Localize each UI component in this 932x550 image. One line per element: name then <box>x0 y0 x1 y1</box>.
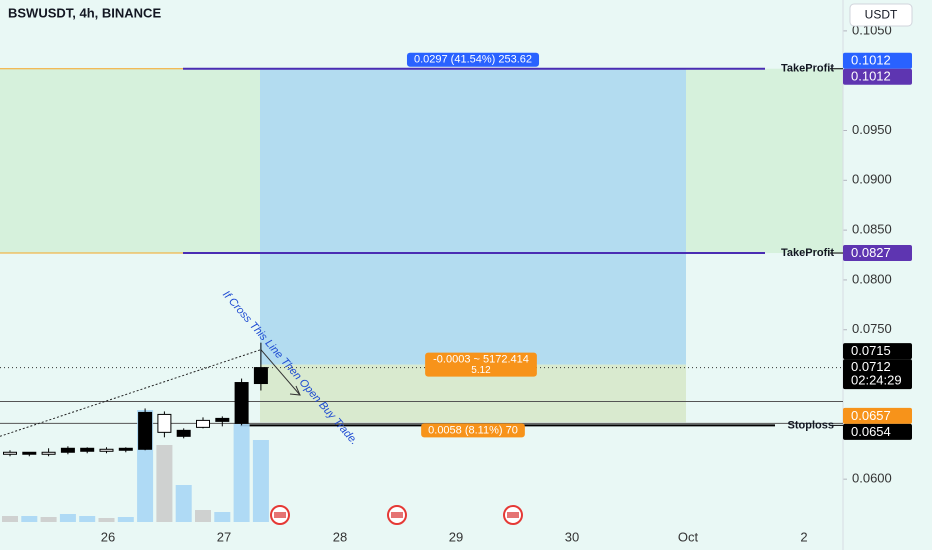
price-label: 0.1012 <box>851 53 891 68</box>
volume-bar <box>252 440 269 522</box>
price-label-box <box>843 359 912 390</box>
candle-body <box>157 413 172 433</box>
price-label-box <box>843 245 912 262</box>
y-tick-label: 0.0750 <box>852 321 892 336</box>
candle-body <box>22 451 37 455</box>
price-label: 0.0657 <box>851 408 891 423</box>
price-label-box <box>843 407 912 424</box>
volume-bar <box>214 512 231 522</box>
volume-bar <box>156 445 173 522</box>
candle-body <box>60 447 75 453</box>
volume-bar <box>40 517 57 522</box>
price-label-box <box>843 423 912 440</box>
entry-label-box <box>425 352 537 377</box>
target-label-box <box>406 52 540 67</box>
stop-label-box <box>421 423 525 438</box>
volume-bar <box>233 424 250 522</box>
price-label-box <box>843 68 912 85</box>
volume-bar <box>195 510 211 522</box>
x-tick-label: 29 <box>449 529 463 544</box>
price-label: 0.0827 <box>851 245 891 260</box>
y-tick-label: 0.0850 <box>852 222 892 237</box>
volume-bar <box>175 485 192 522</box>
chart-layer: 0.10500.10000.09500.09000.08500.08000.07… <box>0 0 912 550</box>
currency-button[interactable] <box>849 3 913 27</box>
candle-body <box>41 451 56 455</box>
candle-body <box>118 447 133 451</box>
volume-bar <box>79 516 96 522</box>
level-name: TakeProfit <box>781 63 834 75</box>
arrow-head <box>289 385 301 396</box>
volume-bar <box>59 514 76 522</box>
x-tick-label: 2 <box>800 529 807 544</box>
candle-body <box>80 447 95 452</box>
chart-title: BSWUSDT, 4h, BINANCE <box>8 5 161 20</box>
candle-body <box>215 417 230 422</box>
candle-body <box>138 411 153 450</box>
candle-body <box>253 367 268 385</box>
y-tick-label: 0.0950 <box>852 122 892 137</box>
volume-bar <box>117 517 134 522</box>
price-label: 0.1012 <box>851 69 891 84</box>
level-name: Stoploss <box>788 419 834 431</box>
event-flag-stripes <box>391 512 403 518</box>
entry-label: 5.12 <box>471 365 491 376</box>
volume-bar <box>21 516 38 522</box>
candle-body <box>3 451 17 455</box>
price-label: 0.0712 <box>851 359 891 374</box>
y-tick-label: 0.0600 <box>852 471 892 486</box>
price-label: 0.0654 <box>851 424 891 439</box>
level-name: TakeProfit <box>781 247 834 259</box>
candle-body <box>196 419 210 428</box>
entry-label: -0.0003 ~ 5172.414 <box>433 354 529 366</box>
volume-bar <box>98 518 115 522</box>
y-tick-label: 0.0900 <box>852 172 892 187</box>
candle-body <box>99 448 114 452</box>
x-tick-label: 27 <box>217 529 231 544</box>
x-tick-label: 30 <box>565 529 579 544</box>
trendline <box>0 349 262 437</box>
price-label-box <box>843 52 912 69</box>
mid-layer <box>0 67 843 522</box>
target-box <box>260 68 686 365</box>
x-tick-label: 26 <box>101 529 115 544</box>
volume-bar <box>2 516 18 522</box>
candle-body <box>234 382 249 424</box>
event-flag-stripes <box>274 512 286 518</box>
y-tick-label: 0.0800 <box>852 271 892 286</box>
price-label: 0.0715 <box>851 343 891 358</box>
countdown: 02:24:29 <box>851 373 902 388</box>
stop-label: 0.0058 (8.11%) 70 <box>428 424 518 436</box>
event-flag-stripes <box>507 512 519 518</box>
currency-label[interactable]: USDT <box>865 8 898 22</box>
candle-body <box>176 429 191 437</box>
x-tick-label: 28 <box>333 529 347 544</box>
background-layer <box>0 0 847 550</box>
price-label-box <box>843 343 912 360</box>
target-label: 0.0297 (41.54%) 253.62 <box>414 54 532 66</box>
arrow-line <box>260 349 301 396</box>
x-tick-label: Oct <box>678 529 699 544</box>
